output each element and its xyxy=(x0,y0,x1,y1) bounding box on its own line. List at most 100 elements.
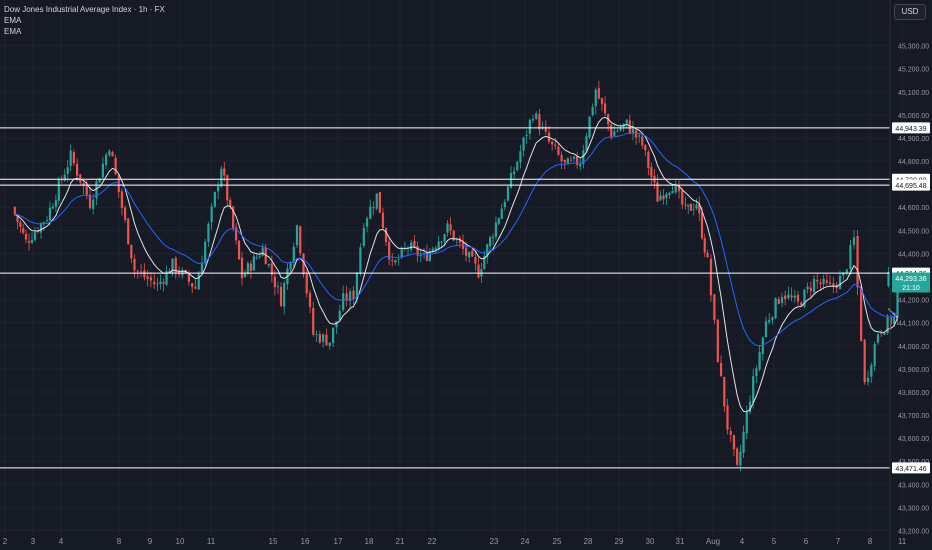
candle-body xyxy=(777,299,780,304)
ema-slow-line xyxy=(14,132,899,347)
candle-body xyxy=(650,167,653,178)
candle-body xyxy=(668,192,671,195)
candle-body xyxy=(283,283,286,307)
candle-body xyxy=(825,280,828,283)
candle-body xyxy=(365,218,369,227)
candle-body xyxy=(483,256,486,269)
candle-body xyxy=(709,258,713,296)
candle-body xyxy=(525,135,528,137)
candle-body xyxy=(752,376,755,403)
time-tick-label: 22 xyxy=(428,537,437,546)
level-price-tag xyxy=(892,462,930,474)
candle-body xyxy=(695,204,698,209)
price-tick-label: 43,600.00 xyxy=(898,436,929,443)
candles xyxy=(13,80,899,472)
candle-body xyxy=(45,220,49,221)
candle-body xyxy=(535,113,538,119)
level-price-tag xyxy=(892,179,930,191)
time-tick-label: Aug xyxy=(706,537,720,546)
time-tick-label: 28 xyxy=(584,537,593,546)
candle-body xyxy=(146,276,149,279)
candle-body xyxy=(557,146,560,155)
candle-body xyxy=(391,260,394,262)
time-tick-label: 31 xyxy=(676,537,685,546)
candle-body xyxy=(226,175,229,201)
ema-indicator-label[interactable]: EMA xyxy=(4,27,22,36)
price-tick-label: 44,000.00 xyxy=(898,344,929,351)
candle-body xyxy=(355,272,359,300)
current-price-tag xyxy=(892,272,930,293)
candle-body xyxy=(416,245,419,256)
price-tick-label: 44,800.00 xyxy=(898,159,929,166)
candle-body xyxy=(159,281,162,284)
candle-body xyxy=(563,159,566,163)
candle-body xyxy=(616,130,619,132)
candle-body xyxy=(348,291,352,302)
candle-body xyxy=(33,232,37,240)
candle-body xyxy=(761,337,764,354)
candle-body xyxy=(856,236,859,288)
candle-body xyxy=(656,182,659,202)
candle-body xyxy=(24,233,28,240)
current-price-label: 44,293.36 xyxy=(895,276,926,283)
candle-body xyxy=(594,89,597,107)
candle-body xyxy=(619,128,622,131)
candle-body xyxy=(531,119,535,121)
candle-body xyxy=(63,174,66,181)
candle-body xyxy=(88,194,92,208)
candle-body xyxy=(681,190,684,205)
time-axis[interactable]: 2 3 4 8 9 10 11 15 16 17 18 21 22 23 24 25 28 29 30 31 Aug 4 5… xyxy=(3,537,907,546)
candle-body xyxy=(706,252,709,258)
candle-body xyxy=(816,279,819,282)
candle-body xyxy=(318,334,321,343)
candle-body xyxy=(845,269,848,274)
symbol-title[interactable]: Dow Jones Industrial Average Index · 1h … xyxy=(4,5,165,14)
candle-body xyxy=(434,247,437,250)
candle-body xyxy=(522,137,525,151)
candle-body xyxy=(204,241,207,264)
candle-body xyxy=(780,297,784,303)
candle-body xyxy=(258,256,261,258)
candle-body xyxy=(229,200,232,207)
candle-body xyxy=(446,223,449,233)
candle-body xyxy=(111,152,114,157)
candle-body xyxy=(261,247,264,256)
price-tick-label: 45,200.00 xyxy=(898,67,929,74)
candle-body xyxy=(603,103,607,114)
candle-body xyxy=(322,334,325,342)
time-tick-label: 15 xyxy=(269,537,278,546)
candle-body xyxy=(641,136,644,146)
candle-body xyxy=(22,228,25,233)
candle-body xyxy=(95,181,98,199)
time-tick-label: 24 xyxy=(521,537,530,546)
candle-body xyxy=(647,151,650,169)
candle-body xyxy=(474,257,477,264)
candle-body xyxy=(509,172,513,188)
candle-body xyxy=(896,285,899,318)
candle-body xyxy=(659,195,662,201)
candle-body xyxy=(234,227,238,241)
candle-body xyxy=(165,271,168,285)
candle-body xyxy=(101,163,104,178)
candle-body xyxy=(588,116,591,138)
price-axis[interactable]: 45,300.00 45,200.00 45,100.00 45,000.00 44,9… xyxy=(889,0,930,550)
candle-body xyxy=(443,234,446,242)
candle-body xyxy=(790,295,793,298)
candle-body xyxy=(497,218,500,224)
time-tick-label: 9 xyxy=(148,537,153,546)
candle-body xyxy=(597,88,600,99)
candle-body xyxy=(267,264,270,266)
candle-body xyxy=(803,289,806,307)
bar-countdown-label: 21:10 xyxy=(902,285,920,292)
ema-indicator-label[interactable]: EMA xyxy=(4,16,22,25)
candle-body xyxy=(613,131,616,136)
currency-button[interactable]: USD xyxy=(894,4,926,20)
time-tick-label: 11 xyxy=(207,537,216,546)
candle-body xyxy=(369,206,372,219)
candle-body xyxy=(105,154,108,166)
candle-body xyxy=(48,207,52,221)
candle-body xyxy=(748,401,752,413)
time-tick-label: 4 xyxy=(59,537,64,546)
candle-body xyxy=(465,247,468,256)
